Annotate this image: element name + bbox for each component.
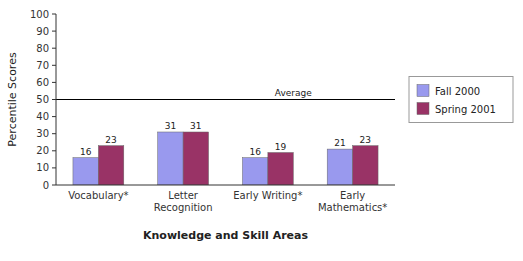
data-label: 23 <box>105 135 116 145</box>
bar <box>73 158 98 185</box>
x-tick-label: LetterRecognition <box>154 190 213 213</box>
x-tick-label: EarlyMathematics* <box>318 190 387 213</box>
y-tick <box>52 99 56 100</box>
y-tick-label: 90 <box>36 26 49 37</box>
bar <box>242 158 267 185</box>
y-tick <box>52 150 56 151</box>
legend-frame <box>409 77 513 123</box>
legend: Fall 2000 Spring 2001 <box>409 77 513 123</box>
y-tick <box>52 133 56 134</box>
y-tick <box>52 48 56 49</box>
legend-swatch <box>417 85 429 97</box>
y-tick-label: 0 <box>43 180 49 191</box>
y-tick <box>52 31 56 32</box>
y-tick <box>52 116 56 117</box>
x-tick-label: Early Writing* <box>233 190 302 201</box>
bar <box>353 146 378 185</box>
bar <box>98 146 123 185</box>
bar <box>158 132 183 185</box>
data-label: 19 <box>275 142 287 152</box>
data-label: 21 <box>334 138 345 148</box>
data-label: 31 <box>190 121 201 131</box>
y-tick-label: 70 <box>36 60 49 71</box>
y-axis <box>56 14 57 185</box>
y-tick <box>52 65 56 66</box>
data-labels: 16 31 16 21 23 31 19 23 <box>80 121 371 157</box>
legend-swatch <box>417 103 429 115</box>
y-tick-label: 50 <box>36 94 49 105</box>
y-tick-label: 20 <box>36 145 49 156</box>
legend-label: Spring 2001 <box>435 104 496 115</box>
y-tick <box>52 167 56 168</box>
chart-container: 0 10 20 30 40 50 60 70 80 90 100 16 31 16 21 23 31 19 23 Av… <box>0 0 523 261</box>
y-tick-label: 10 <box>36 162 49 173</box>
bar <box>327 149 352 185</box>
data-label: 31 <box>165 121 176 131</box>
data-label: 16 <box>249 147 261 157</box>
bars <box>73 132 378 185</box>
y-tick-label: 30 <box>36 128 49 139</box>
bar <box>183 132 208 185</box>
y-tick <box>52 14 56 15</box>
data-label: 23 <box>360 135 371 145</box>
y-tick-label: 100 <box>30 9 49 20</box>
legend-label: Fall 2000 <box>435 86 480 97</box>
y-tick-label: 60 <box>36 77 49 88</box>
reference-line <box>56 99 395 100</box>
data-label: 16 <box>80 147 92 157</box>
y-tick <box>52 185 56 186</box>
y-tick-label: 40 <box>36 111 49 122</box>
x-tick-label: Vocabulary* <box>68 190 128 201</box>
y-tick-label: 80 <box>36 43 49 54</box>
x-axis-label: Knowledge and Skill Areas <box>143 229 309 242</box>
reference-label: Average <box>275 88 312 98</box>
chart: 0 10 20 30 40 50 60 70 80 90 100 16 31 16 21 23 31 19 23 Av… <box>0 0 523 261</box>
y-tick <box>52 82 56 83</box>
x-axis <box>56 185 395 186</box>
y-axis-label: Percentile Scores <box>6 52 19 147</box>
bar <box>268 153 293 185</box>
